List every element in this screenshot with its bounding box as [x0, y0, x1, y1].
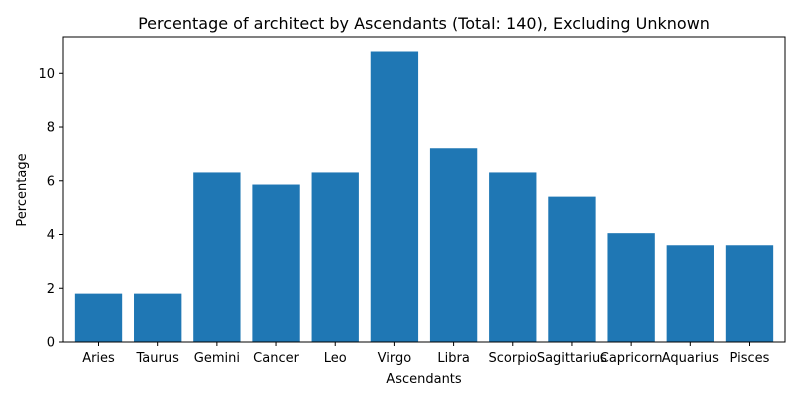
plot-frame [62, 36, 786, 343]
x-tick-label: Sagittarius [537, 351, 607, 366]
x-tick-label: Cancer [253, 351, 299, 366]
x-tick-label: Scorpio [489, 351, 538, 366]
x-tick-label: Aries [82, 351, 115, 366]
x-tick-label: Leo [324, 351, 347, 366]
y-axis-ticks: 0 2 4 6 8 10 [38, 67, 63, 351]
bar-capricorn [607, 233, 655, 342]
y-tick-label: 6 [47, 174, 55, 189]
bar-pisces [725, 245, 774, 342]
bar-gemini [193, 172, 241, 342]
y-tick-label: 10 [38, 67, 55, 82]
x-tick-label: Pisces [730, 351, 770, 366]
x-axis-ticks: Aries Taurus Gemini Cancer Leo Virgo Libra Scor… [82, 342, 770, 366]
x-tick-label: Aquarius [662, 351, 719, 366]
y-tick-label: 8 [47, 121, 55, 136]
bar-libra [429, 148, 478, 342]
x-tick-label: Capricorn [600, 351, 663, 366]
bar-scorpio [489, 172, 537, 342]
x-tick-label: Libra [437, 351, 469, 366]
x-tick-label: Virgo [378, 351, 412, 366]
y-tick-label: 0 [47, 336, 55, 351]
bars-group [74, 51, 774, 342]
y-axis-label: Percentage [15, 153, 30, 226]
bar-sagittarius [548, 196, 596, 342]
x-tick-label: Taurus [136, 351, 180, 366]
bar-cancer [252, 184, 300, 342]
y-tick-label: 4 [47, 228, 55, 243]
bar-virgo [370, 51, 419, 342]
x-tick-label: Gemini [194, 351, 240, 366]
x-axis-label: Ascendants [386, 372, 462, 387]
chart-title: Percentage of architect by Ascendants (T… [138, 14, 710, 33]
bar-taurus [134, 293, 182, 342]
y-tick-label: 2 [47, 282, 55, 297]
bar-leo [311, 172, 359, 342]
bar-aquarius [666, 245, 714, 342]
bar-aries [74, 293, 123, 342]
